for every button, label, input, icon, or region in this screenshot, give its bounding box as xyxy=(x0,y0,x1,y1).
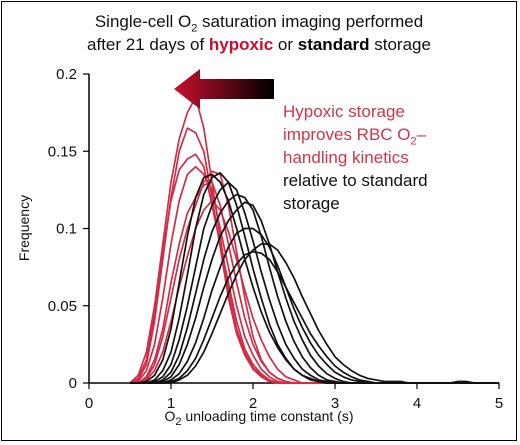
x-tick-label: 5 xyxy=(495,395,503,412)
title-standard-word: standard xyxy=(297,35,370,54)
annotation-black-line-2: storage xyxy=(283,194,340,213)
shift-left-arrow xyxy=(174,69,274,109)
chart: 0 1 2 3 4 5 0 0.05 0.1 0.15 0.2 xyxy=(48,66,503,412)
y-tick-label: 0.2 xyxy=(56,66,77,83)
y-tick-label: 0.05 xyxy=(48,298,77,315)
hypoxic-series-line xyxy=(130,199,499,384)
annotation-red-line-3: handling kinetics xyxy=(283,148,409,167)
annotation-red-line-2: improves RBC O2– xyxy=(283,125,427,148)
x-tick-label: 3 xyxy=(331,395,339,412)
annotation-red-line-1: Hypoxic storage xyxy=(283,102,405,121)
chart-title-line-1: Single-cell O2 saturation imaging perfor… xyxy=(94,12,424,35)
chart-title-line-2: after 21 days of hypoxic or standard sto… xyxy=(87,35,431,54)
y-tick-label: 0.1 xyxy=(56,221,77,238)
x-tick-label: 2 xyxy=(249,395,257,412)
annotation-black-line-1: relative to standard xyxy=(283,171,428,190)
standard-series-line xyxy=(130,243,499,384)
x-tick-label: 1 xyxy=(167,395,175,412)
standard-series-line xyxy=(130,201,499,384)
title-hypoxic-word: hypoxic xyxy=(208,35,274,54)
y-tick-label: 0 xyxy=(69,375,77,392)
x-axis-label: O2 unloading time constant (s) xyxy=(164,408,354,428)
y-tick-label: 0.15 xyxy=(48,143,77,160)
x-tick-label: 4 xyxy=(413,395,421,412)
y-axis-label: Frequency xyxy=(16,194,32,262)
x-tick-label: 0 xyxy=(85,395,93,412)
